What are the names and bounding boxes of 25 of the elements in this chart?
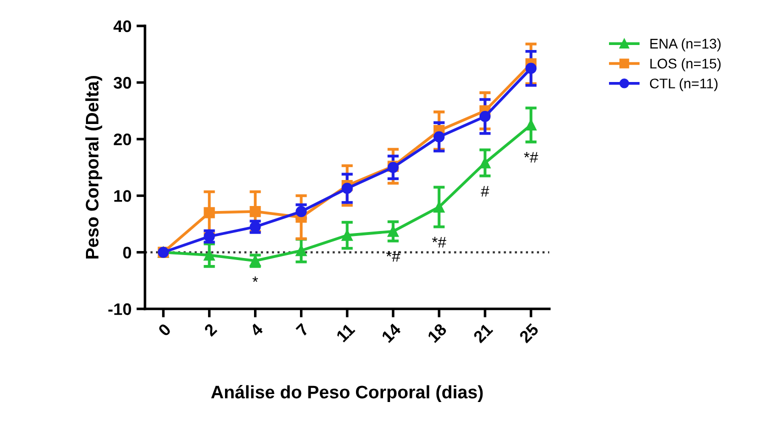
x-tick-label: 14 [381,322,402,343]
y-tick-label: 30 [114,76,132,89]
annotation: *# [432,236,446,248]
x-tick-label: 2 [203,322,218,337]
legend-label: LOS (n=15) [650,58,721,72]
legend-label: ENA (n=13) [650,38,721,52]
x-tick-label: 11 [336,322,356,342]
x-tick-label: 18 [427,322,448,344]
annotation: # [480,186,490,197]
annotation: *# [524,152,538,163]
y-tick-label: 0 [123,246,132,258]
y-axis-title: Peso Corporal (Delta) [85,76,102,258]
y-tick-label: 40 [113,20,132,32]
legend-label: CTL (n=11) [650,78,718,92]
x-tick-label: 4 [249,322,264,337]
y-tick-label: -10 [108,303,132,316]
x-tick-label: 25 [518,322,540,344]
annotation: * [252,276,258,282]
y-tick-label: 10 [114,190,132,202]
x-axis-title: Análise do Peso Corporal (dias) [211,385,483,402]
x-tick-label: 21 [472,322,494,344]
annotation: *# [386,251,400,262]
x-tick-label: 0 [158,322,172,337]
y-tick-label: 20 [114,134,132,146]
x-tick-label: 7 [296,323,310,337]
